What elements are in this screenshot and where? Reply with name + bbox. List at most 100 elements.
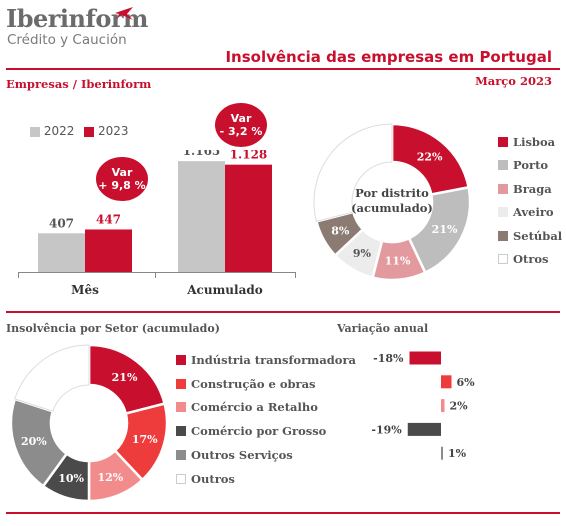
variation-title: Variação anual xyxy=(337,322,429,335)
legend-label: Indústria transformadora xyxy=(191,352,356,367)
donut-slice-label: 8% xyxy=(331,224,350,237)
legend-swatch xyxy=(176,450,186,461)
variation-bar-0 xyxy=(409,351,441,365)
bar-category-label: Acumulado xyxy=(186,283,263,297)
district-legend: Lisboa Porto Braga Aveiro Setúbal Otros xyxy=(498,130,562,271)
donut-slice-label: 11% xyxy=(385,255,411,268)
donut-slice-label: 9% xyxy=(353,247,372,260)
page-title: Insolvência das empresas em Portugal xyxy=(225,48,552,66)
logo-subtitle: Crédito y Caución xyxy=(7,32,127,48)
donut-center-label: Por distrito (acumulado) xyxy=(346,186,438,216)
bar-legend: 2022 2023 xyxy=(30,124,129,138)
variation-value-label: 6% xyxy=(457,376,476,389)
sector-legend-item: Comércio por Grosso xyxy=(176,419,356,443)
donut-slice-label: 20% xyxy=(21,435,47,448)
legend-label: Setúbal xyxy=(513,228,563,243)
sector-legend-item: Outros Serviços xyxy=(176,443,356,467)
bar-2022-1 xyxy=(178,161,225,272)
district-legend-item: Porto xyxy=(498,154,562,178)
bar-value-label: 1.128 xyxy=(230,150,268,162)
logo-name: Iberinform xyxy=(6,4,148,33)
legend-label: Otros xyxy=(513,252,549,267)
variation-value-label: -18% xyxy=(373,352,404,365)
bar-value-label: 1.165 xyxy=(183,150,221,158)
donut-slice-label: 12% xyxy=(97,471,123,484)
variation-bubble-acumulado: Var - 3,2 % xyxy=(215,103,267,147)
bubble-mes-value: + 9,8 % xyxy=(98,179,146,192)
legend-swatch xyxy=(176,473,186,484)
bar-2023-1 xyxy=(225,164,272,272)
donut-slice-5 xyxy=(13,343,91,413)
bubble-acumulado-value: - 3,2 % xyxy=(219,125,263,138)
legend-swatch xyxy=(176,378,186,389)
variation-bar-4 xyxy=(441,446,443,460)
variation-value-label: 2% xyxy=(450,400,469,413)
donut-slice-label: 21% xyxy=(432,223,458,236)
section-label: Empresas / Iberinform xyxy=(6,77,152,91)
donut-slice-outline xyxy=(14,344,90,412)
variation-bubble-mes: Var + 9,8 % xyxy=(96,157,148,201)
sector-title: Insolvência por Setor (acumulado) xyxy=(6,322,220,335)
sector-legend-item: Outros xyxy=(176,467,356,491)
legend-label: Braga xyxy=(513,181,552,196)
legend-label: Comércio a Retalho xyxy=(191,400,318,415)
legend-label: Outros Serviços xyxy=(191,448,293,463)
donut-slice-label: 17% xyxy=(132,433,158,446)
legend-swatch xyxy=(498,254,508,265)
legend-label: Outros xyxy=(191,471,235,486)
legend-label-2022: 2022 xyxy=(43,124,75,138)
sector-legend-item: Construção e obras xyxy=(176,372,356,396)
legend-label: Lisboa xyxy=(513,134,556,149)
donut-center-line2: (acumulado) xyxy=(351,201,433,215)
top-divider xyxy=(6,68,560,70)
donut-slice-label: 21% xyxy=(112,371,138,384)
variation-bar-3 xyxy=(407,422,441,436)
legend-label: Construção e obras xyxy=(191,376,316,391)
bar-category-label: Mês xyxy=(71,283,99,297)
date-label: Março 2023 xyxy=(475,74,552,88)
sector-legend-item: Comércio a Retalho xyxy=(176,396,356,420)
donut-slice-outline xyxy=(313,123,393,223)
donut-slice-label: 10% xyxy=(58,472,84,485)
district-legend-item: Otros xyxy=(498,248,562,272)
donut-center-line1: Por distrito xyxy=(355,186,429,200)
legend-label: Comércio por Grosso xyxy=(191,424,327,439)
bar-2023-0 xyxy=(85,229,132,272)
variation-value-label: 1% xyxy=(448,447,467,460)
district-legend-item: Setúbal xyxy=(498,224,562,248)
bottom-divider xyxy=(6,512,560,514)
legend-swatch xyxy=(498,207,508,218)
plane-logo-icon xyxy=(115,7,133,20)
variation-bar-2 xyxy=(441,399,445,413)
sector-donut-chart: 21% 17% 12% 10% 20% xyxy=(9,343,169,503)
sector-legend: Indústria transformadora Construção e obr… xyxy=(176,348,356,491)
legend-swatch xyxy=(498,230,508,241)
bar-value-label: 447 xyxy=(96,212,121,226)
district-legend-item: Aveiro xyxy=(498,201,562,225)
legend-swatch-2022 xyxy=(30,126,40,137)
legend-swatch xyxy=(498,160,508,171)
donut-slice-label: 22% xyxy=(417,151,443,164)
bar-value-label: 407 xyxy=(49,216,74,230)
legend-label: Aveiro xyxy=(513,205,554,220)
legend-swatch xyxy=(176,426,186,437)
district-legend-item: Lisboa xyxy=(498,130,562,154)
legend-swatch xyxy=(176,402,186,413)
district-donut-chart: 22% 21% 11% 9%8% xyxy=(312,122,472,282)
bubble-mes-label: Var xyxy=(111,166,133,179)
legend-label: Porto xyxy=(513,158,549,173)
legend-swatch-2023 xyxy=(84,126,95,137)
variation-bar-chart: -18% 6% 2% -19% 1% xyxy=(371,351,476,460)
legend-label-2023: 2023 xyxy=(98,124,129,138)
bar-2022-0 xyxy=(38,233,85,272)
bubble-acumulado-label: Var xyxy=(230,112,252,125)
sector-legend-item: Indústria transformadora xyxy=(176,348,356,372)
variation-bar-1 xyxy=(441,375,452,389)
comparison-bar-chart: 407 447 Mês 1.165 1.128 Acumulado xyxy=(18,150,296,297)
legend-swatch xyxy=(498,136,508,147)
variation-value-label: -19% xyxy=(371,423,402,436)
mid-divider xyxy=(6,311,560,313)
legend-swatch xyxy=(176,354,186,365)
legend-swatch xyxy=(498,183,508,194)
district-legend-item: Braga xyxy=(498,177,562,201)
